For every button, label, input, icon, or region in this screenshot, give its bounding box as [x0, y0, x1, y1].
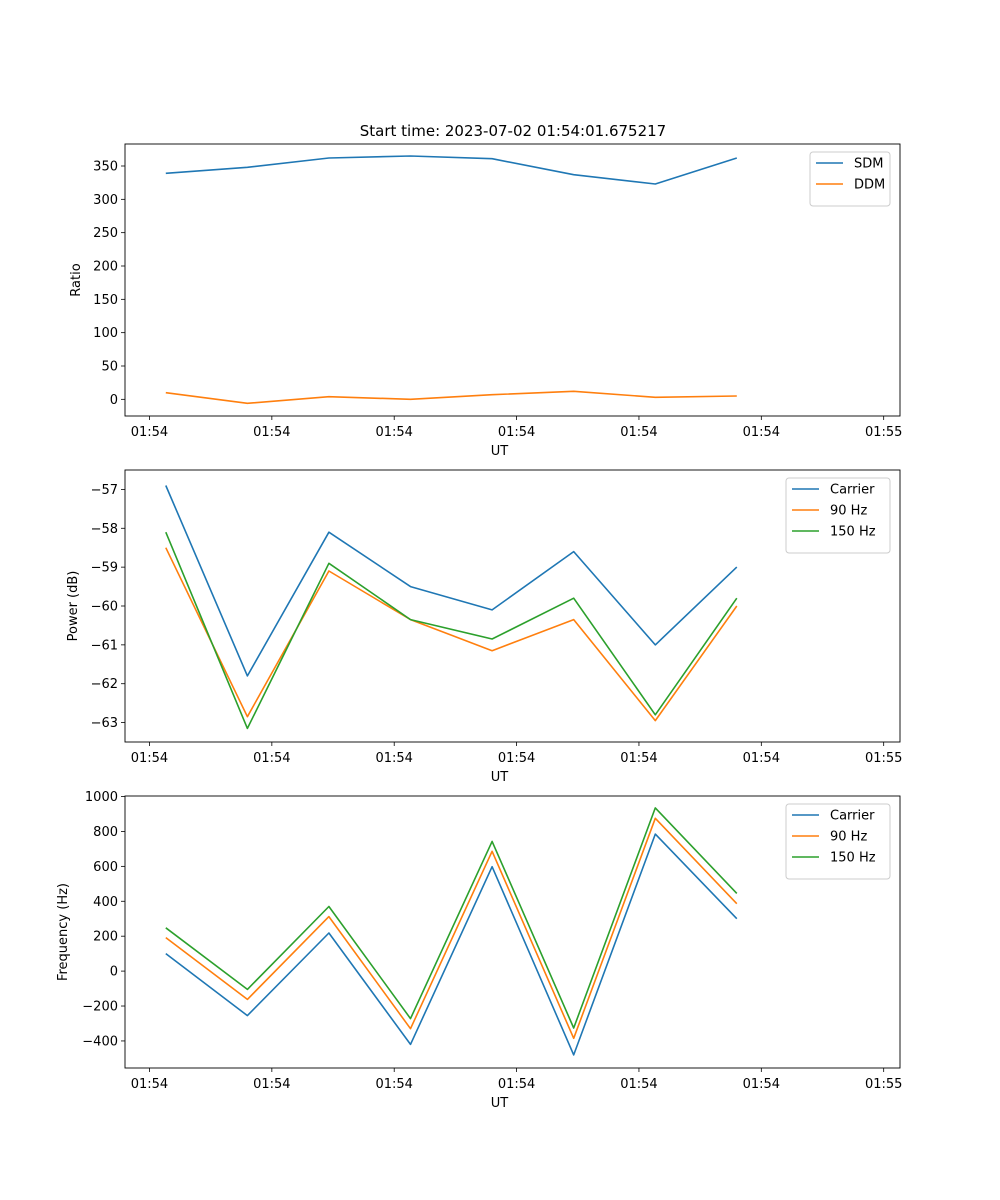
y-tick-label: 400 — [93, 895, 118, 910]
legend-label: 150 Hz — [830, 525, 876, 540]
legend-label: 150 Hz — [830, 851, 876, 866]
series-line-150-hz — [165, 807, 738, 1029]
y-tick-label: −59 — [91, 561, 118, 576]
y-tick-label: −60 — [91, 600, 118, 615]
y-tick-label: 250 — [93, 226, 118, 241]
x-tick-label: 01:54 — [498, 751, 535, 766]
x-tick-label: 01:54 — [253, 1077, 290, 1092]
y-tick-label: −61 — [91, 638, 118, 653]
legend-label: 90 Hz — [830, 830, 867, 845]
series-line-ddm — [165, 390, 737, 405]
legend-label: DDM — [854, 178, 885, 193]
y-tick-label: 200 — [93, 260, 118, 275]
y-tick-label: −62 — [91, 677, 118, 692]
legend-box — [809, 151, 891, 207]
power-panel: 01:54 01:54 01:54 01:54 01:54 01:54 01:55 −63 −6… — [66, 469, 902, 785]
series-line-90-hz — [165, 547, 738, 722]
x-tick-label: 01:54 — [131, 1077, 168, 1092]
x-tick-label: 01:54 — [375, 425, 412, 440]
axes-frame — [124, 795, 901, 1069]
x-axis-label: UT — [491, 770, 509, 785]
x-tick-label: 01:54 — [253, 751, 290, 766]
y-axis-label: Ratio — [69, 263, 84, 296]
x-tick-label: 01:54 — [620, 1077, 657, 1092]
y-tick-label: 350 — [93, 160, 118, 175]
y-tick-label: 600 — [93, 860, 118, 875]
x-tick-label: 01:54 — [131, 751, 168, 766]
y-tick-label: 300 — [93, 193, 118, 208]
y-tick-label: −58 — [91, 522, 118, 537]
x-tick-label: 01:54 — [253, 425, 290, 440]
frequency-panel: 01:54 01:54 01:54 01:54 01:54 01:54 01:55 −400 −… — [56, 790, 902, 1111]
series-line-carrier — [165, 485, 738, 677]
x-axis-label: UT — [491, 444, 509, 459]
x-tick-label: 01:54 — [743, 751, 780, 766]
y-axis-label: Frequency (Hz) — [56, 883, 71, 981]
y-axis-label: Power (dB) — [66, 571, 81, 642]
y-tick-label: 0 — [110, 393, 118, 408]
axes-frame — [124, 469, 901, 743]
series-line-sdm — [165, 155, 738, 185]
axes-frame — [124, 143, 901, 417]
y-tick-label: 50 — [101, 360, 118, 375]
legend-label: Carrier — [830, 809, 875, 824]
y-tick-label: −200 — [82, 1000, 118, 1015]
legend-box — [785, 477, 891, 554]
x-axis-label: UT — [491, 1096, 509, 1111]
y-tick-label: 200 — [93, 930, 118, 945]
x-tick-label: 01:54 — [743, 425, 780, 440]
y-tick-label: 100 — [93, 326, 118, 341]
x-tick-label: 01:54 — [498, 1077, 535, 1092]
y-tick-label: −400 — [82, 1034, 118, 1049]
legend-label: SDM — [854, 157, 883, 172]
y-tick-label: −57 — [91, 483, 118, 498]
y-tick-label: 1000 — [85, 790, 118, 805]
legend-label: 90 Hz — [830, 504, 867, 519]
legend-box — [785, 803, 891, 880]
x-tick-label: 01:54 — [743, 1077, 780, 1092]
x-tick-label: 01:54 — [498, 425, 535, 440]
x-tick-label: 01:54 — [620, 425, 657, 440]
ratio-panel: 01:54 01:54 01:54 01:54 01:54 01:54 01:55 0 50 10… — [69, 143, 902, 459]
x-tick-label: 01:55 — [865, 751, 902, 766]
x-tick-label: 01:54 — [375, 1077, 412, 1092]
x-tick-label: 01:54 — [131, 425, 168, 440]
series-line-90-hz — [165, 817, 738, 1040]
x-tick-label: 01:55 — [865, 1077, 902, 1092]
x-tick-label: 01:54 — [375, 751, 412, 766]
y-tick-label: 0 — [110, 965, 118, 980]
y-tick-label: 150 — [93, 293, 118, 308]
legend-label: Carrier — [830, 483, 875, 498]
series-line-carrier — [165, 833, 738, 1056]
figure-title: Start time: 2023-07-02 01:54:01.675217 — [360, 122, 666, 140]
y-tick-label: −63 — [91, 716, 118, 731]
y-tick-label: 800 — [93, 825, 118, 840]
x-tick-label: 01:54 — [620, 751, 657, 766]
series-line-150-hz — [165, 531, 738, 730]
x-tick-label: 01:55 — [865, 425, 902, 440]
